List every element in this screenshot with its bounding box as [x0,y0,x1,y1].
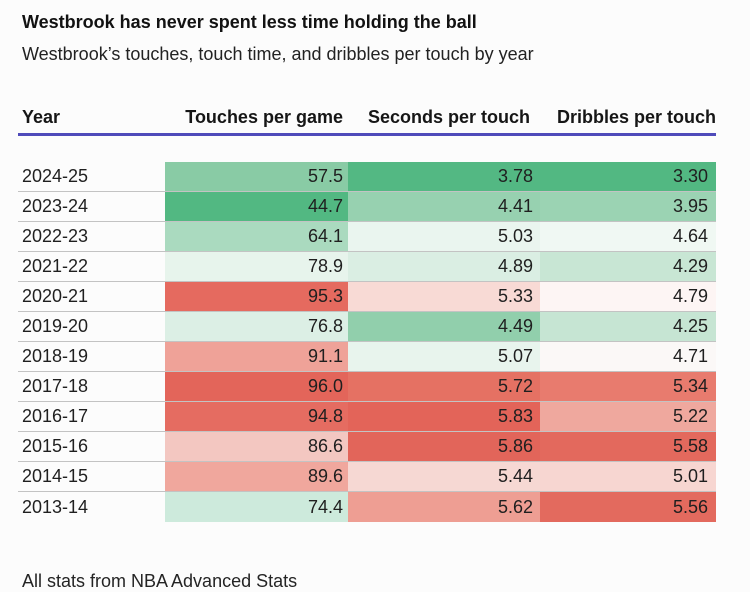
dribbles-per-touch-cell: 5.34 [540,372,716,401]
touches-per-game-cell: 57.5 [165,162,348,191]
touches-per-game-cell: 78.9 [165,252,348,281]
year-cell: 2015-16 [22,436,89,456]
year-cell: 2018-19 [22,346,89,366]
table-header-row: Year Touches per game Seconds per touch … [18,105,716,136]
seconds-per-touch-cell: 4.49 [348,312,540,341]
year-cell: 2020-21 [22,286,89,306]
seconds-per-touch-cell: 5.72 [348,372,540,401]
touches-per-game-cell: 95.3 [165,282,348,311]
column-header-dribbles-per-touch: Dribbles per touch [556,107,716,127]
seconds-per-touch-cell: 4.41 [348,192,540,221]
dribbles-per-touch-cell: 3.95 [540,192,716,221]
table-row: 2019-20 76.8 4.49 4.25 [18,312,716,342]
year-cell: 2017-18 [22,376,89,396]
table-row: 2024-25 57.5 3.78 3.30 [18,162,716,192]
column-header-year: Year [22,107,61,127]
touches-per-game-cell: 74.4 [165,492,348,522]
touches-per-game-cell: 91.1 [165,342,348,371]
seconds-per-touch-cell: 3.78 [348,162,540,191]
column-header-touches-per-game: Touches per game [185,107,343,127]
year-cell: 2019-20 [22,316,89,336]
table-row: 2015-16 86.6 5.86 5.58 [18,432,716,462]
table-row: 2020-21 95.3 5.33 4.79 [18,282,716,312]
source-note: All stats from NBA Advanced Stats [22,571,298,591]
dribbles-per-touch-cell: 4.71 [540,342,716,371]
seconds-per-touch-cell: 5.83 [348,402,540,431]
dribbles-per-touch-cell: 5.58 [540,432,716,461]
year-cell: 2021-22 [22,256,89,276]
dribbles-per-touch-cell: 4.64 [540,222,716,251]
dribbles-per-touch-cell: 3.30 [540,162,716,191]
table-row: 2023-24 44.7 4.41 3.95 [18,192,716,222]
dribbles-per-touch-cell: 5.01 [540,462,716,491]
seconds-per-touch-cell: 5.86 [348,432,540,461]
chart-title: Westbrook has never spent less time hold… [22,12,477,32]
dribbles-per-touch-cell: 5.56 [540,492,716,522]
touches-per-game-cell: 89.6 [165,462,348,491]
year-cell: 2023-24 [22,196,89,216]
table-row: 2022-23 64.1 5.03 4.64 [18,222,716,252]
dribbles-per-touch-cell: 5.22 [540,402,716,431]
seconds-per-touch-cell: 5.62 [348,492,540,522]
dribbles-per-touch-cell: 4.29 [540,252,716,281]
year-cell: 2016-17 [22,406,89,426]
column-header-seconds-per-touch: Seconds per touch [367,107,530,127]
table-row: 2021-22 78.9 4.89 4.29 [18,252,716,282]
touches-per-game-cell: 76.8 [165,312,348,341]
dribbles-per-touch-cell: 4.79 [540,282,716,311]
touches-per-game-cell: 96.0 [165,372,348,401]
seconds-per-touch-cell: 5.03 [348,222,540,251]
seconds-per-touch-cell: 5.33 [348,282,540,311]
year-cell: 2013-14 [22,496,89,517]
year-cell: 2014-15 [22,466,89,486]
touches-per-game-cell: 94.8 [165,402,348,431]
touches-per-game-cell: 64.1 [165,222,348,251]
seconds-per-touch-cell: 5.07 [348,342,540,371]
table-row: 2017-18 96.0 5.72 5.34 [18,372,716,402]
stats-table: Year Touches per game Seconds per touch … [18,105,716,522]
table-row: 2013-14 74.4 5.62 5.56 [18,492,716,522]
dribbles-per-touch-cell: 4.25 [540,312,716,341]
seconds-per-touch-cell: 4.89 [348,252,540,281]
table-body: 2024-25 57.5 3.78 3.30 2023-24 44.7 4.41 3.95 20… [18,162,716,522]
table-row: 2016-17 94.8 5.83 5.22 [18,402,716,432]
chart-subtitle: Westbrook’s touches, touch time, and dri… [22,44,534,64]
year-cell: 2022-23 [22,226,89,246]
seconds-per-touch-cell: 5.44 [348,462,540,491]
touches-per-game-cell: 86.6 [165,432,348,461]
year-cell: 2024-25 [22,166,89,186]
table-row: 2014-15 89.6 5.44 5.01 [18,462,716,492]
table-row: 2018-19 91.1 5.07 4.71 [18,342,716,372]
touches-per-game-cell: 44.7 [165,192,348,221]
